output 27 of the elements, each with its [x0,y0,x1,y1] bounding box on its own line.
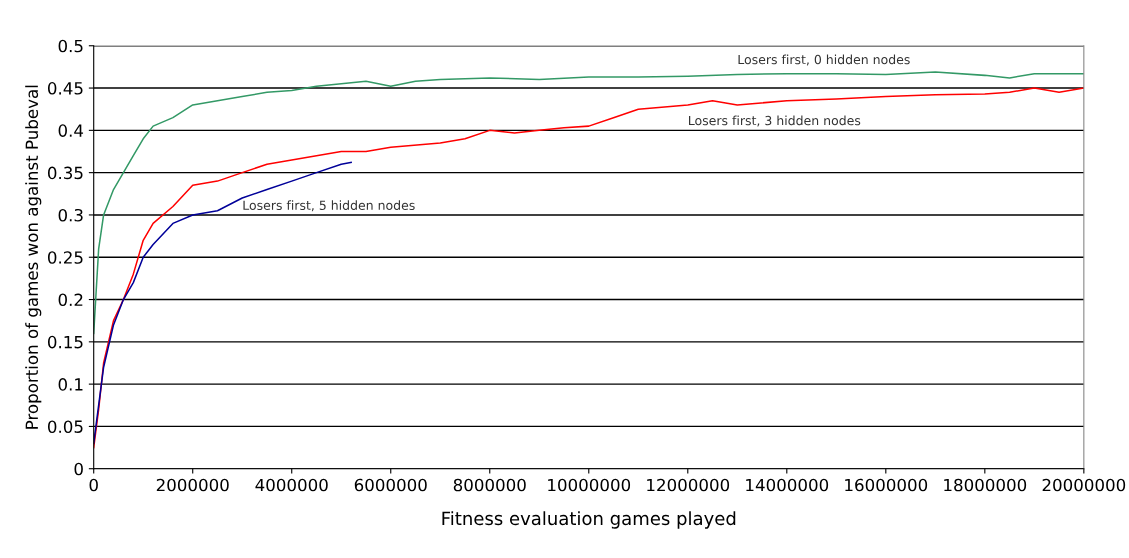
y-tick-label: 0.2 [58,293,83,307]
y-tick-label: 0.35 [47,166,83,180]
y-tick-label: 0.25 [47,251,83,264]
x-tick-label: 14000000 [746,478,829,492]
y-tick-label: 0.45 [47,82,83,95]
x-tick-label: 6000000 [354,478,427,492]
y-tick-label: 0.05 [47,420,83,433]
x-tick-label: 8000000 [453,478,526,492]
annotation: Losers first, 3 hidden nodes [689,115,861,127]
x-tick-label: 10000000 [548,478,631,492]
annotation: Losers first, 0 hidden nodes [738,54,910,66]
y-tick-label: 0 [74,462,83,476]
y-tick-label: 0.3 [58,208,83,222]
x-tick-label: 20000000 [1042,478,1126,492]
y-axis-title: Proportion of games won against Pubeval [25,85,42,429]
x-tick-label: 4000000 [255,478,328,492]
y-tick-label: 0.15 [47,335,83,349]
y-tick-label: 0.4 [58,124,84,137]
x-tick-label: 16000000 [845,478,928,492]
x-tick-label: 0 [89,478,98,492]
x-tick-label: 12000000 [647,478,730,492]
x-tick-label: 18000000 [944,478,1027,492]
y-tick-label: 0.1 [58,378,83,391]
annotation: Losers first, 5 hidden nodes [243,200,415,212]
x-tick-label: 2000000 [156,478,229,492]
x-axis-title: Fitness evaluation games played [442,511,736,529]
y-tick-label: 0.5 [58,39,83,53]
